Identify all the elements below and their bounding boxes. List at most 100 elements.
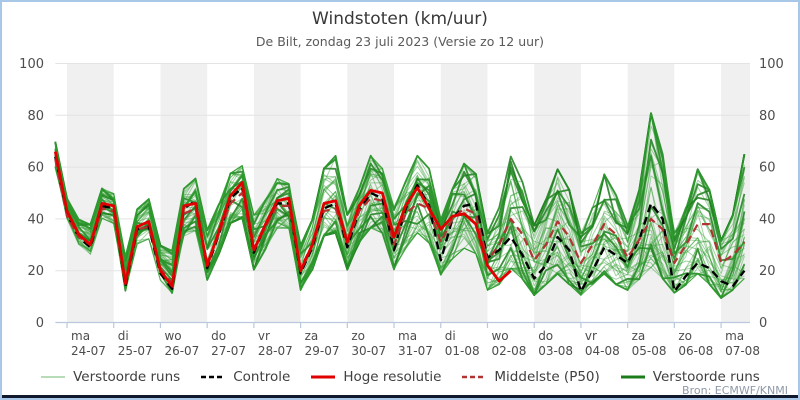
ensemble-member-line: [54, 145, 745, 299]
x-label-weekday-03-08: do: [538, 329, 553, 343]
ensemble-member-line: [54, 143, 745, 289]
x-label-date-25-07: 25-07: [118, 344, 153, 358]
legend-item-1-controle: Controle: [200, 369, 290, 385]
x-label-weekday-27-07: do: [211, 329, 226, 343]
ensemble-member-line: [54, 154, 745, 292]
x-label-weekday-24-07: ma: [71, 329, 90, 343]
x-label-date-05-08: 05-08: [632, 344, 667, 358]
y-label-right-100: 100: [759, 57, 784, 72]
ensemble-member-line: [54, 149, 745, 291]
ensemble-member-line: [54, 160, 745, 294]
legend-swatch-line: [41, 376, 66, 378]
day-band-28-07: [253, 63, 301, 323]
legend-item-3-middelste-p50-: Middelste (P50): [461, 369, 600, 385]
page-subtitle: De Bilt, zondag 23 juli 2023 (Versie zo …: [255, 34, 545, 49]
ensemble-member-line: [54, 142, 745, 291]
ensemble-member-line: [54, 155, 745, 294]
ensemble-member-line: [54, 154, 745, 294]
x-label-date-28-07: 28-07: [258, 344, 293, 358]
legend-swatch-line: [462, 375, 487, 379]
ensemble-member-line: [54, 149, 745, 293]
ensemble-member-line: [54, 146, 745, 286]
bottom-bar: [2, 395, 798, 398]
ensemble-member-line: [54, 153, 745, 285]
series-line-middelste-p50-: [54, 159, 746, 285]
x-label-date-31-07: 31-07: [398, 344, 433, 358]
day-band-07-08: [721, 63, 750, 323]
ensemble-member-line: [54, 112, 745, 291]
y-label-right-80: 80: [759, 109, 776, 124]
ensemble-member-line: [54, 112, 745, 296]
x-label-date-30-07: 30-07: [351, 344, 386, 358]
y-label-left-40: 40: [27, 212, 44, 227]
x-label-date-06-08: 06-08: [678, 344, 713, 358]
x-label-date-01-08: 01-08: [445, 344, 480, 358]
legend-item-2-hoge-resolutie: Hoge resolutie: [310, 369, 441, 385]
page-title: Windstoten (km/uur): [312, 9, 488, 29]
legend-label: Middelste (P50): [494, 369, 600, 385]
x-label-weekday-29-07: za: [305, 329, 319, 343]
y-label-left-0: 0: [36, 316, 44, 331]
ensemble-member-line: [54, 148, 745, 296]
y-label-left-60: 60: [27, 161, 44, 176]
ensemble-member-line: [54, 154, 745, 296]
legend-swatch-line: [311, 375, 336, 379]
x-label-date-03-08: 03-08: [538, 344, 573, 358]
y-label-right-60: 60: [759, 161, 776, 176]
series-line-hoge-resolutie: [53, 151, 512, 288]
x-label-date-02-08: 02-08: [491, 344, 526, 358]
ensemble-member-line: [54, 112, 746, 289]
ensemble-member-line: [54, 150, 745, 296]
y-label-left-80: 80: [27, 109, 44, 124]
legend-label: Verstoorde runs: [652, 369, 760, 385]
x-label-weekday-04-08: vr: [585, 329, 597, 343]
ensemble-member-line: [54, 155, 745, 292]
x-label-weekday-31-07: ma: [398, 329, 417, 343]
x-label-date-07-08: 07-08: [725, 344, 760, 358]
series-line-controle: [54, 156, 746, 293]
ensemble-member-line: [54, 162, 745, 299]
x-label-weekday-25-07: di: [118, 329, 129, 343]
x-label-date-24-07: 24-07: [71, 344, 106, 358]
ensemble-member-line: [54, 148, 745, 296]
x-label-weekday-07-08: ma: [725, 329, 744, 343]
x-label-date-29-07: 29-07: [305, 344, 340, 358]
x-label-weekday-05-08: za: [632, 329, 646, 343]
legend-label: Verstoorde runs: [73, 369, 181, 385]
legend-item-4-verstoorde-runs: Verstoorde runs: [620, 369, 760, 385]
x-label-date-26-07: 26-07: [164, 344, 199, 358]
x-label-weekday-02-08: wo: [491, 329, 508, 343]
ensemble-member-line: [54, 148, 746, 297]
y-label-right-20: 20: [759, 264, 776, 279]
x-label-weekday-01-08: di: [445, 329, 456, 343]
y-label-left-20: 20: [27, 264, 44, 279]
y-label-right-40: 40: [759, 212, 776, 227]
x-label-weekday-28-07: vr: [258, 329, 270, 343]
legend-item-0-verstoorde-runs: Verstoorde runs: [40, 369, 180, 385]
legend: Verstoorde runs Controle Hoge resolutie Mid…: [2, 369, 798, 385]
ensemble-member-line: [54, 112, 745, 291]
ensemble-member-line: [54, 112, 746, 282]
ensemble-member-line: [54, 150, 745, 294]
ensemble-member-line: [54, 112, 745, 291]
x-label-weekday-30-07: zo: [351, 329, 365, 343]
ensemble-member-line: [54, 149, 745, 299]
x-label-date-27-07: 27-07: [211, 344, 246, 358]
legend-swatch-line: [201, 375, 226, 379]
x-label-weekday-26-07: wo: [164, 329, 181, 343]
y-label-right-0: 0: [759, 316, 767, 331]
ensemble-member-line: [54, 125, 745, 283]
legend-label: Controle: [233, 369, 291, 385]
legend-label: Hoge resolutie: [343, 369, 442, 385]
legend-swatch-line: [620, 375, 645, 379]
ensemble-member-line: [54, 148, 745, 296]
ensemble-member-line: [54, 153, 745, 297]
y-label-left-100: 100: [19, 57, 44, 72]
source-credit: Bron: ECMWF/KNMI: [682, 384, 788, 397]
x-label-date-04-08: 04-08: [585, 344, 620, 358]
x-label-weekday-06-08: zo: [678, 329, 692, 343]
ensemble-member-line: [54, 143, 745, 291]
